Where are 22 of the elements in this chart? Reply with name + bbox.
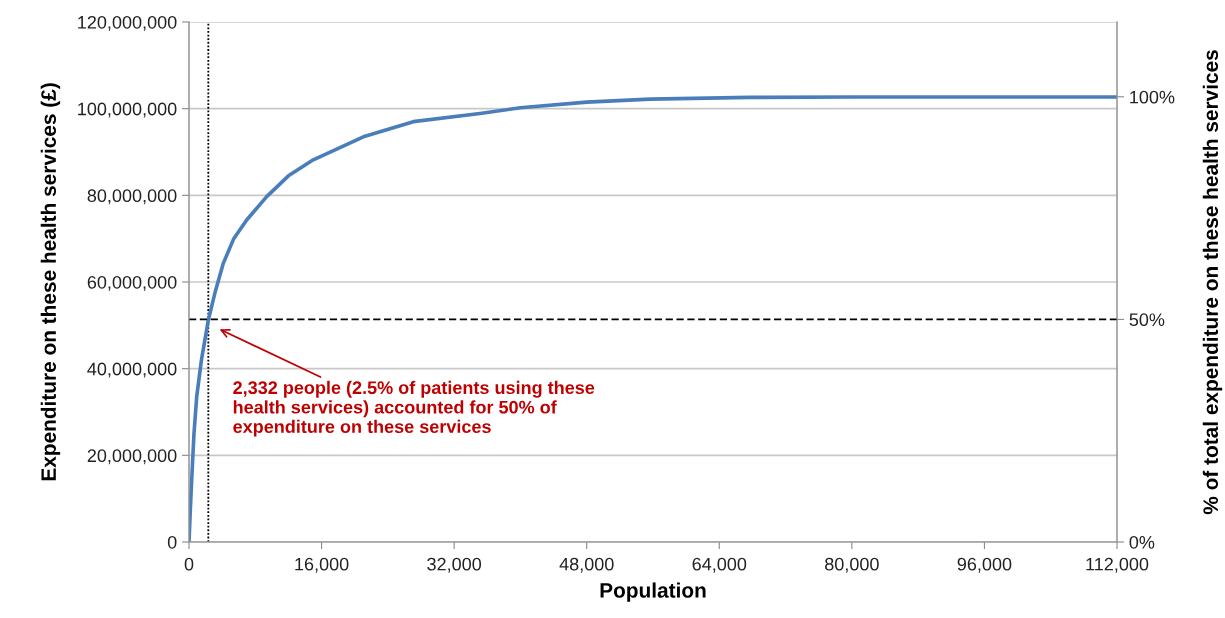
y-tick-label: 0 <box>167 535 177 549</box>
x-tick-label: 96,000 <box>957 557 1012 573</box>
x-tick-label: 80,000 <box>825 557 879 573</box>
y-tick-label: 20,000,000 <box>87 449 177 465</box>
y2-tick-label: 0% <box>1129 535 1155 549</box>
y-tick-label: 80,000,000 <box>87 189 177 205</box>
y-tick-label: 100,000,000 <box>78 102 177 118</box>
y-axis-title: Expenditure on these health services (£) <box>40 83 61 481</box>
x-tick-label: 112,000 <box>1086 557 1149 573</box>
y2-axis-title: % of total expenditure on these health services <box>1202 50 1223 515</box>
x-axis-title: Population <box>600 582 706 602</box>
annotation: 2,332 people (2.5% of patients using these health services) accounted for 50% of expenditure on these services <box>233 380 595 437</box>
y-tick-label: 120,000,000 <box>78 15 177 31</box>
x-tick-label: 48,000 <box>559 557 614 573</box>
y-tick-label: 60,000,000 <box>87 275 177 291</box>
y2-tick-label: 50% <box>1129 313 1165 327</box>
x-tick-label: 64,000 <box>692 557 747 573</box>
y2-tick-label: 100% <box>1130 90 1175 104</box>
x-tick-label: 0 <box>184 557 194 571</box>
x-tick-label: 32,000 <box>427 557 482 573</box>
y-tick-label: 40,000,000 <box>87 362 177 378</box>
x-tick-label: 16,000 <box>295 557 349 573</box>
